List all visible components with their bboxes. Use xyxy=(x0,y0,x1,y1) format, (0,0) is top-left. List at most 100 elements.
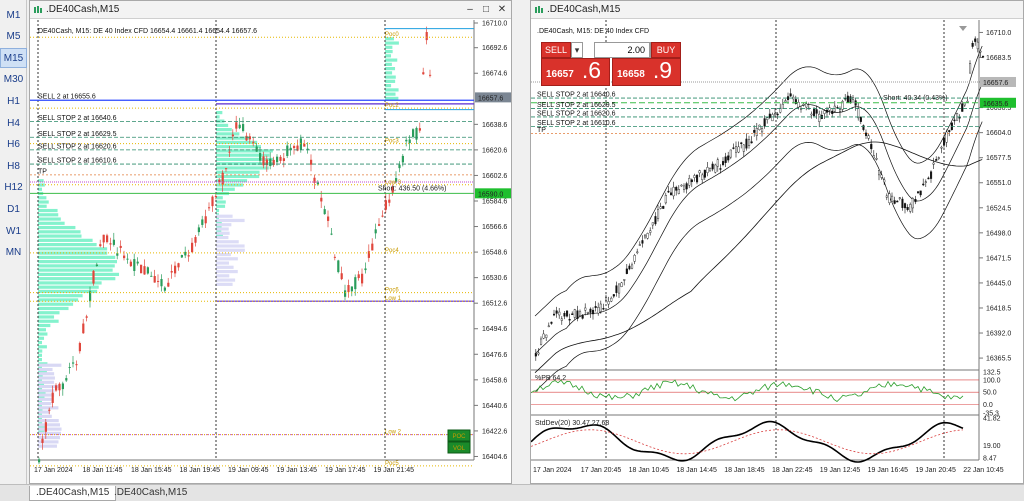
candle-body xyxy=(823,110,826,114)
volume-profile-bar xyxy=(216,140,258,145)
candle-body xyxy=(555,310,558,314)
timeframe-mn[interactable]: MN xyxy=(5,247,22,259)
volume-value: 2.00 xyxy=(627,45,645,55)
timeframe-m5[interactable]: M5 xyxy=(6,31,21,43)
volume-profile-bar xyxy=(216,274,230,278)
candle-body xyxy=(919,190,922,196)
right-chart-window: .DE40Cash,M15 16710.016683.516657.616630… xyxy=(530,0,1024,484)
volume-profile-bar xyxy=(38,302,74,306)
candle-body xyxy=(974,38,977,42)
volume-profile-bar xyxy=(216,204,226,208)
buy-price-box[interactable]: 16658 .9 xyxy=(612,57,681,86)
volume-profile-bar xyxy=(216,265,234,269)
left-price-chart[interactable]: 16710.0 16692.6 16674.6 16638.6 16620.6 16602… xyxy=(30,20,511,483)
time-tick-label: 22 Jan 10:45 xyxy=(963,467,1004,474)
candle-body xyxy=(896,200,899,203)
volume-profile-bar xyxy=(385,37,394,41)
timeframe-h6[interactable]: H6 xyxy=(7,139,20,151)
volume-profile-bar xyxy=(216,145,261,149)
candle-body xyxy=(763,118,766,127)
timeframe-d1[interactable]: D1 xyxy=(7,203,20,215)
volume-profile-bar xyxy=(38,328,46,332)
volume-profile-bar xyxy=(216,200,226,204)
candle-body xyxy=(584,307,587,311)
current-price-tag: 16657.6 xyxy=(478,95,503,102)
order-level-label: TP xyxy=(38,168,47,175)
candle-body xyxy=(698,170,701,174)
candle-body xyxy=(330,233,333,235)
maximize-icon[interactable]: □ xyxy=(482,4,490,15)
candle-body xyxy=(917,191,920,194)
candle-body xyxy=(628,265,631,270)
candle-body xyxy=(641,240,644,244)
volume-profile-bar xyxy=(385,41,399,45)
chart-tab-2[interactable]: .DE40Cash,M15 xyxy=(114,487,188,498)
candle-body xyxy=(638,244,641,246)
chart-shift-icon[interactable] xyxy=(959,26,967,31)
timeframe-h12[interactable]: H12 xyxy=(4,182,23,194)
volume-profile-bar xyxy=(216,174,260,179)
volume-profile-bar xyxy=(216,149,273,153)
volume-down-icon[interactable]: ▾ xyxy=(571,42,583,58)
time-tick-label: 18 Jan 10:45 xyxy=(629,467,670,474)
buy-button[interactable]: BUY xyxy=(651,42,681,58)
candle-body xyxy=(597,307,600,314)
price-tick-label: 16494.6 xyxy=(482,326,507,333)
timeframe-m30[interactable]: M30 xyxy=(3,74,24,86)
volume-input[interactable]: 2.00 xyxy=(594,42,650,58)
volume-profile-bar xyxy=(38,440,59,444)
volume-profile-bar xyxy=(216,223,232,227)
timeframe-h4[interactable]: H4 xyxy=(7,117,20,129)
volume-profile-bar xyxy=(38,363,62,367)
timeframe-h1[interactable]: H1 xyxy=(7,95,20,107)
timeframe-h8[interactable]: H8 xyxy=(7,160,20,172)
order-level-label: SELL 2 at 16655.6 xyxy=(38,94,96,101)
price-tick-label: 16683.5 xyxy=(986,55,1011,62)
candle-body xyxy=(617,283,621,294)
minimize-icon[interactable]: – xyxy=(467,4,473,15)
candle-body xyxy=(99,244,102,247)
left-window-titlebar[interactable]: .DE40Cash,M15 – □ ✕ xyxy=(30,1,511,19)
legend-box-poc[interactable] xyxy=(447,429,471,442)
candle-body xyxy=(126,258,129,260)
percent-b-line xyxy=(531,379,964,403)
legend-box-vol[interactable] xyxy=(447,441,471,454)
order-level-label: SELL STOP 2 at 16640.6 xyxy=(537,92,616,99)
candle-body xyxy=(750,141,753,144)
stddev-signal-line xyxy=(531,429,964,455)
sell-button[interactable]: SELL xyxy=(541,42,571,58)
volume-profile-bar xyxy=(216,227,229,231)
candle-body xyxy=(248,136,251,140)
candle-body xyxy=(654,216,657,225)
candle-body xyxy=(810,113,813,116)
candle-body xyxy=(61,383,64,390)
right-price-chart[interactable]: 16710.016683.516657.616630.516604.016577… xyxy=(531,20,1023,483)
timeframe-m1[interactable]: M1 xyxy=(6,9,21,21)
timeframe-w1[interactable]: W1 xyxy=(6,225,21,237)
price-tick-label: 16584.6 xyxy=(482,198,507,205)
candle-body xyxy=(422,72,425,75)
candle-body xyxy=(214,195,217,197)
volume-profile-bar xyxy=(216,218,245,223)
candle-body xyxy=(625,268,628,274)
sell-price-box[interactable]: 16657 .6 xyxy=(541,57,610,86)
candle-body xyxy=(630,264,634,269)
volume-profile-bar xyxy=(216,183,244,187)
candle-body xyxy=(604,297,608,301)
candle-body xyxy=(734,146,738,153)
candle-body xyxy=(589,308,592,313)
candle-body xyxy=(711,163,714,170)
candle-body xyxy=(310,159,313,165)
candle-body xyxy=(269,158,272,167)
candle-body xyxy=(72,362,75,364)
candle-body xyxy=(771,114,774,122)
price-tick-label: 16440.6 xyxy=(482,403,507,410)
right-window-titlebar[interactable]: .DE40Cash,M15 xyxy=(531,1,1023,19)
chart-tab-1[interactable]: .DE40Cash,M15 xyxy=(29,486,117,501)
timeframe-m15[interactable]: M15 xyxy=(0,48,27,69)
volume-profile-bar xyxy=(216,157,274,162)
candle-body xyxy=(828,107,831,111)
close-icon[interactable]: ✕ xyxy=(497,4,507,15)
price-tick-label: 16422.6 xyxy=(482,428,507,435)
candle-body xyxy=(374,229,377,234)
